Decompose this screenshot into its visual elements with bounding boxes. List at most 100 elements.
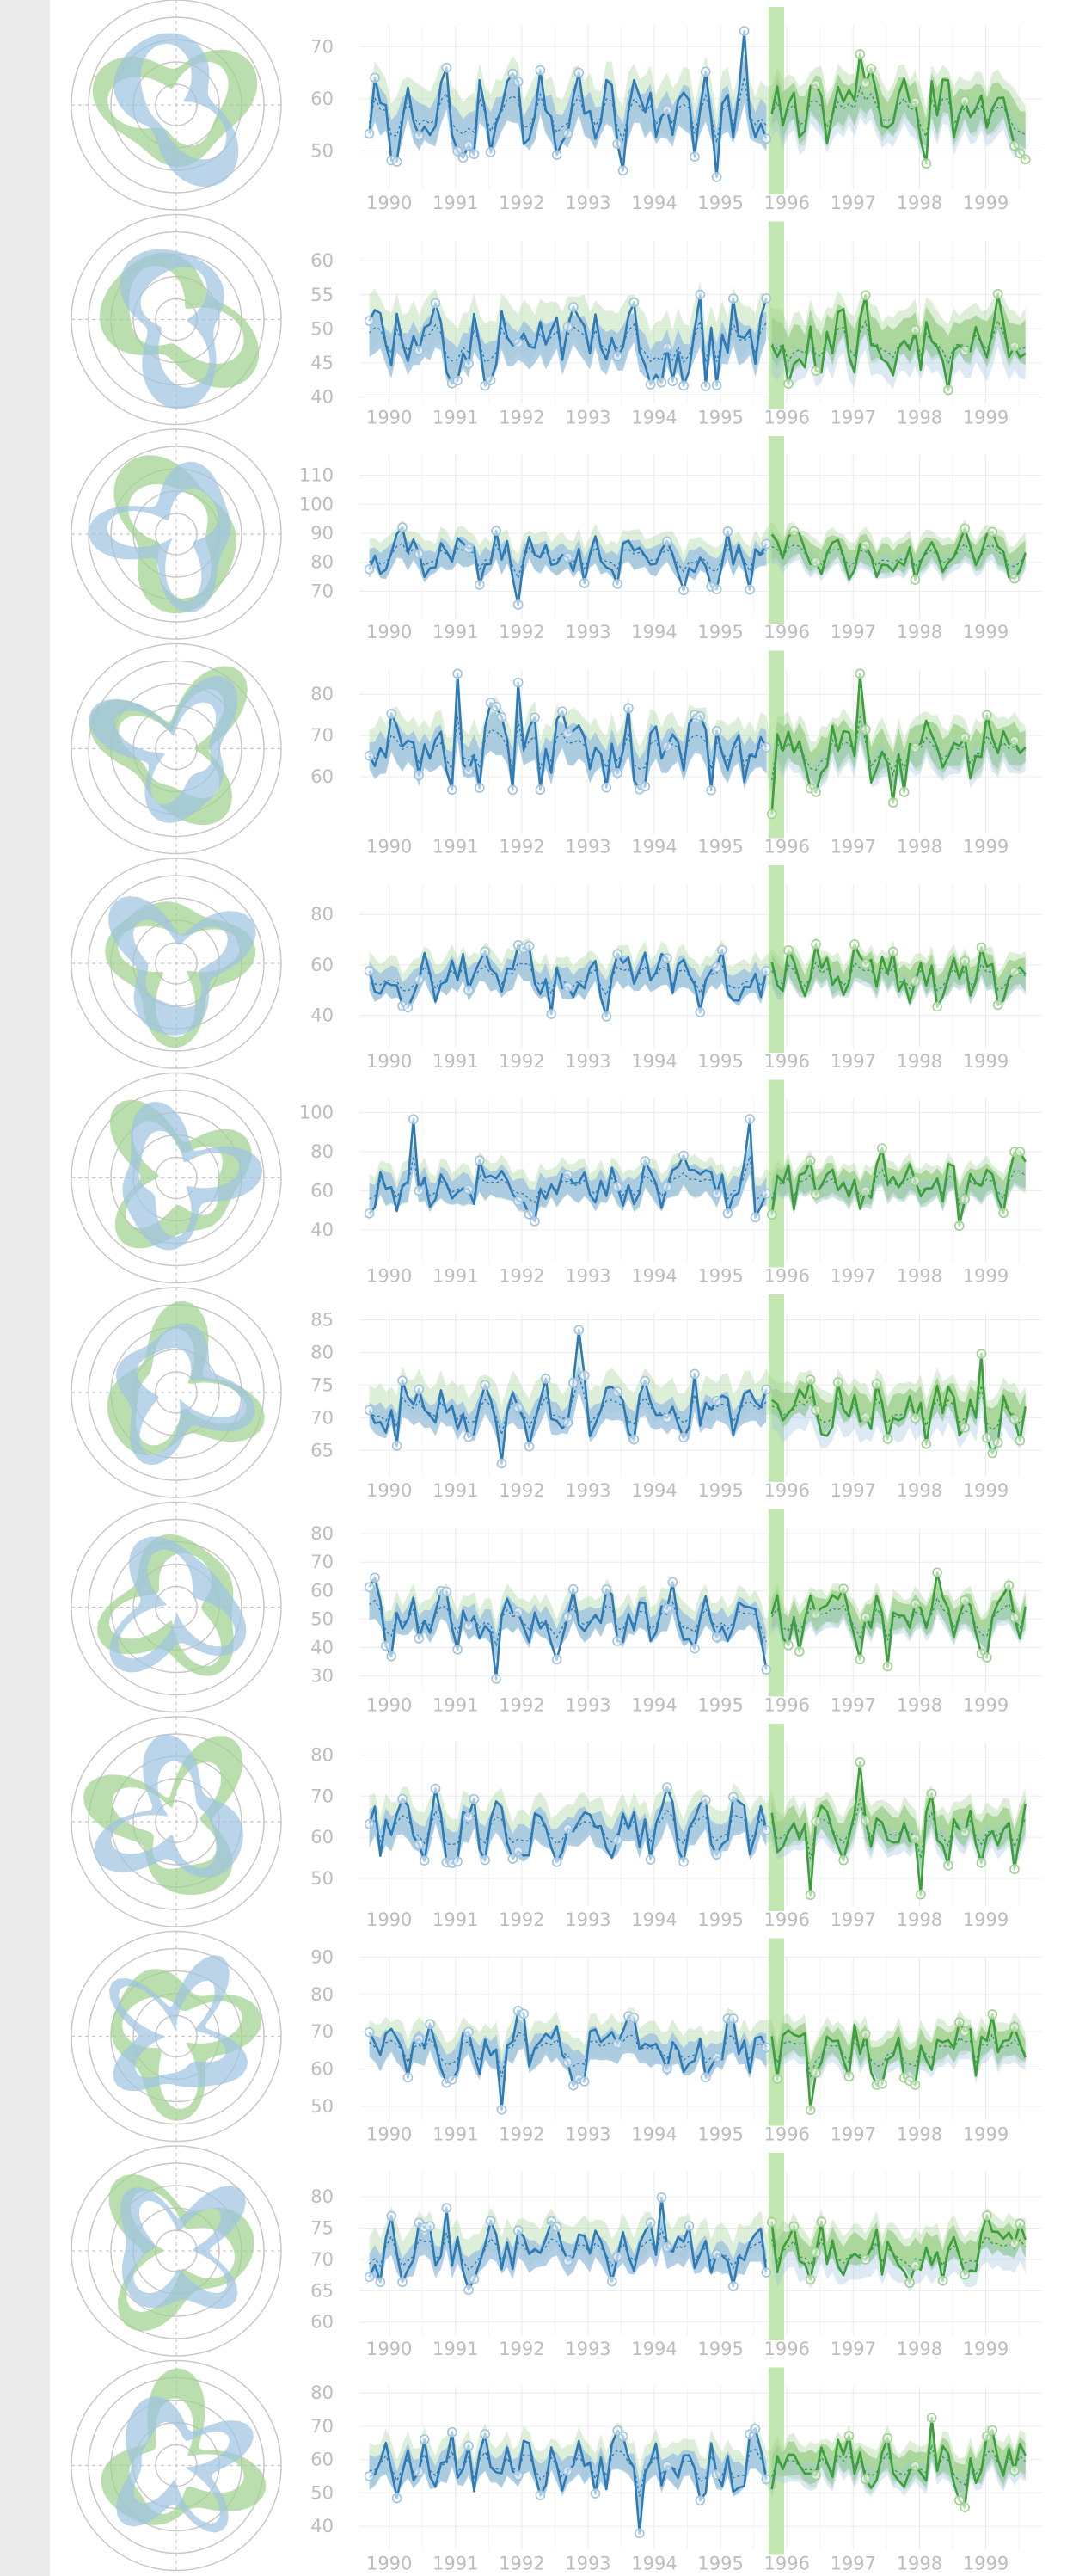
data-point-marker bbox=[860, 2254, 871, 2265]
x-tick-label: 1997 bbox=[831, 622, 876, 642]
data-point-marker bbox=[987, 1448, 998, 1459]
data-point-marker bbox=[860, 1411, 871, 1423]
data-point-marker bbox=[512, 1402, 524, 1413]
data-point-marker bbox=[838, 1854, 849, 1866]
observed-line-test bbox=[770, 2214, 1027, 2284]
data-point-marker bbox=[910, 1413, 921, 1423]
radar-plot bbox=[71, 1287, 282, 1498]
data-point-marker bbox=[960, 1423, 970, 1433]
data-point-marker bbox=[860, 958, 871, 969]
y-tick-label: 30 bbox=[310, 1666, 334, 1687]
data-point-marker bbox=[612, 2038, 622, 2050]
data-point-marker bbox=[612, 1386, 622, 1397]
y-tick-label: 100 bbox=[299, 1102, 334, 1122]
data-point-marker bbox=[562, 1170, 573, 1180]
data-point-marker bbox=[960, 2502, 970, 2513]
y-tick-label: 110 bbox=[299, 465, 334, 486]
data-point-marker bbox=[469, 149, 480, 159]
timeseries-plot: 40 50 60 70 80 1990 1991 1992 1993 1994 1995 1996 19… bbox=[310, 2367, 1042, 2574]
data-point-marker bbox=[512, 1607, 524, 1617]
forecast-band-train bbox=[369, 55, 767, 163]
radar-band-train bbox=[109, 1536, 247, 1673]
data-point-marker bbox=[711, 962, 722, 973]
data-point-marker bbox=[475, 1155, 485, 1166]
data-point-marker bbox=[1009, 2465, 1020, 2476]
x-tick-label: 1999 bbox=[963, 622, 1009, 642]
data-point-marker bbox=[811, 1189, 821, 1200]
data-point-marker bbox=[805, 2274, 816, 2285]
data-point-marker bbox=[568, 1583, 579, 1595]
y-tick-label: 60 bbox=[310, 955, 334, 975]
data-point-marker bbox=[364, 966, 375, 976]
data-point-marker bbox=[364, 1818, 375, 1829]
data-point-marker bbox=[960, 346, 970, 356]
data-point-marker bbox=[540, 1374, 551, 1384]
data-point-marker bbox=[463, 2026, 474, 2038]
x-tick-label: 1995 bbox=[697, 408, 743, 428]
data-point-marker bbox=[772, 2074, 782, 2084]
data-point-marker bbox=[998, 1208, 1009, 1219]
radar-plot bbox=[71, 428, 282, 640]
radar-plot bbox=[71, 642, 282, 855]
data-point-marker bbox=[480, 1380, 491, 1391]
data-point-marker bbox=[623, 703, 634, 714]
forecast-band-train bbox=[369, 1363, 767, 1453]
y-tick-label: 60 bbox=[310, 89, 334, 109]
data-point-marker bbox=[722, 526, 733, 537]
data-point-marker bbox=[788, 526, 800, 537]
data-point-marker bbox=[700, 66, 711, 77]
data-point-marker bbox=[976, 942, 987, 953]
x-tick-label: 1991 bbox=[432, 1266, 478, 1287]
x-tick-label: 1991 bbox=[432, 837, 478, 858]
data-point-marker bbox=[766, 808, 777, 820]
radar-plot bbox=[71, 0, 282, 211]
data-point-marker bbox=[960, 1827, 970, 1838]
data-point-marker bbox=[364, 1208, 375, 1219]
train-test-split-band bbox=[768, 865, 784, 1053]
data-point-marker bbox=[662, 1412, 672, 1423]
x-tick-label: 1999 bbox=[963, 2554, 1009, 2574]
data-point-marker bbox=[811, 938, 821, 950]
data-point-marker bbox=[364, 2272, 375, 2283]
data-point-marker bbox=[612, 138, 622, 150]
y-tick-label: 80 bbox=[310, 552, 334, 573]
y-tick-label: 80 bbox=[310, 1744, 334, 1765]
x-tick-label: 1999 bbox=[963, 837, 1009, 858]
y-tick-label: 70 bbox=[310, 581, 334, 601]
x-tick-label: 1992 bbox=[499, 2124, 544, 2145]
data-point-marker bbox=[816, 2216, 827, 2227]
data-point-marker bbox=[364, 1582, 375, 1593]
panel-osage: Osage30405060708019901991199219931994199… bbox=[10, 1501, 1042, 1716]
data-point-marker bbox=[811, 366, 821, 376]
panel-label-strip bbox=[0, 0, 50, 2576]
data-point-marker bbox=[1009, 1612, 1020, 1623]
data-point-marker bbox=[882, 1661, 893, 1672]
y-tick-label: 80 bbox=[310, 2186, 334, 2207]
x-tick-label: 1999 bbox=[963, 1909, 1009, 1930]
forecast-band-test bbox=[771, 692, 1026, 791]
x-tick-label: 1991 bbox=[432, 2124, 478, 2145]
data-point-marker bbox=[855, 1757, 866, 1768]
observed-line-test bbox=[770, 1352, 1027, 1454]
y-tick-label: 50 bbox=[310, 1608, 334, 1629]
timeseries-plot: 60 70 80 1990 1991 1992 1993 1994 1995 1996 1997 19… bbox=[310, 650, 1042, 858]
x-tick-label: 1998 bbox=[897, 193, 942, 213]
data-point-marker bbox=[397, 2277, 408, 2288]
y-tick-label: 80 bbox=[310, 1343, 334, 1363]
data-point-marker bbox=[463, 1431, 474, 1442]
x-tick-label: 1996 bbox=[763, 1051, 809, 1072]
data-point-marker bbox=[612, 949, 622, 959]
data-point-marker bbox=[512, 677, 524, 688]
data-point-marker bbox=[932, 1567, 942, 1578]
data-point-marker bbox=[805, 1374, 816, 1385]
x-tick-label: 1992 bbox=[499, 408, 544, 428]
data-point-marker bbox=[953, 2017, 965, 2027]
x-tick-label: 1993 bbox=[565, 622, 610, 642]
x-tick-label: 1993 bbox=[565, 2339, 610, 2359]
data-point-marker bbox=[882, 1433, 893, 1444]
data-point-marker bbox=[1009, 341, 1020, 352]
data-point-marker bbox=[573, 67, 585, 78]
data-point-marker bbox=[612, 2252, 622, 2262]
data-point-marker bbox=[628, 2013, 640, 2023]
